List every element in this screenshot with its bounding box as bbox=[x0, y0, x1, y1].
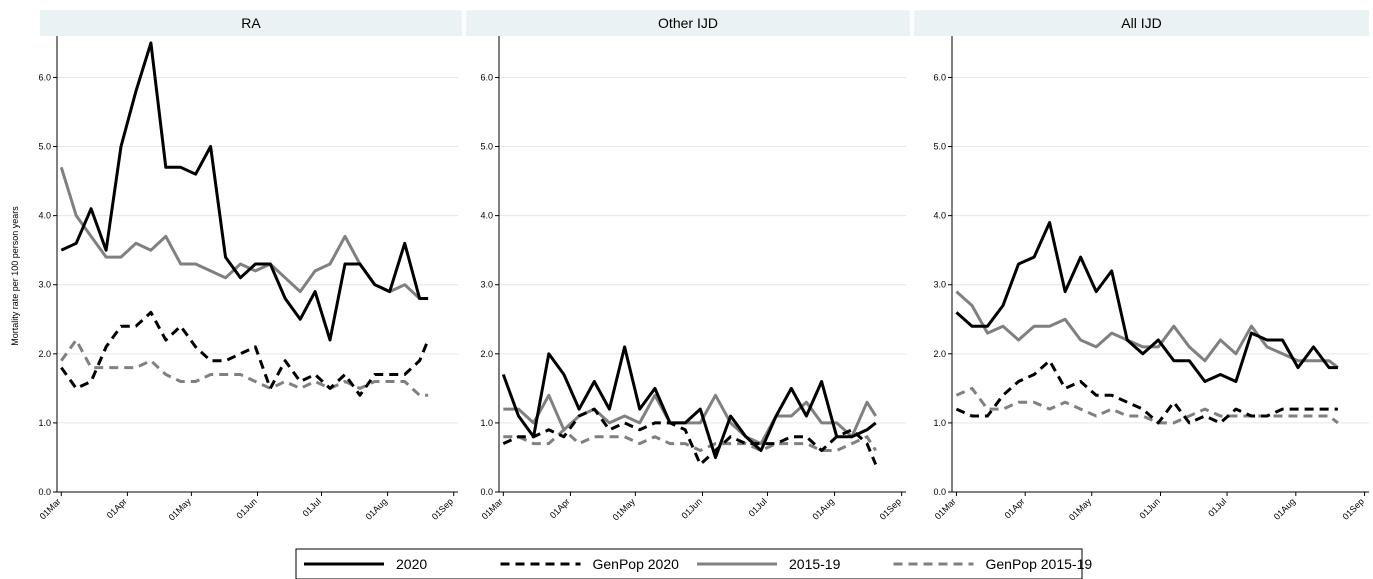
panel-title: All IJD bbox=[1121, 15, 1161, 31]
y-tick-label: 1.0 bbox=[38, 418, 51, 428]
panel-title: Other IJD bbox=[658, 15, 718, 31]
y-tick-label: 1.0 bbox=[933, 418, 946, 428]
legend: 2020 GenPop 2020 2015-19 GenPop 2015-19 bbox=[295, 548, 1093, 579]
legend-box bbox=[295, 548, 1083, 579]
series-line-genpop-2020 bbox=[60, 310, 430, 397]
panel-title: RA bbox=[241, 15, 261, 31]
y-tick-label: 2.0 bbox=[480, 349, 493, 359]
y-tick-label: 6.0 bbox=[38, 72, 51, 82]
series-line-2020 bbox=[955, 221, 1338, 383]
legend-label-2015-19: 2015-19 bbox=[789, 556, 841, 572]
legend-label-genpop-2020: GenPop 2020 bbox=[593, 556, 680, 572]
y-tick-label: 4.0 bbox=[933, 211, 946, 221]
y-tick-label: 3.0 bbox=[38, 280, 51, 290]
y-tick-label: 0.0 bbox=[480, 487, 493, 497]
series-line-genpop-2015-19 bbox=[60, 338, 429, 397]
y-tick-label: 3.0 bbox=[480, 280, 493, 290]
series-line-2020 bbox=[501, 345, 877, 459]
y-axis-title: Mortality rate per 100 person years bbox=[10, 206, 20, 346]
panel-title-strip bbox=[40, 10, 462, 36]
panel-title-strip bbox=[466, 10, 910, 36]
y-tick-label: 5.0 bbox=[38, 142, 51, 152]
y-tick-label: 1.0 bbox=[480, 418, 493, 428]
y-tick-label: 3.0 bbox=[933, 280, 946, 290]
y-tick-label: 2.0 bbox=[38, 349, 51, 359]
y-tick-label: 0.0 bbox=[38, 487, 51, 497]
y-tick-label: 2.0 bbox=[933, 349, 946, 359]
y-tick-label: 6.0 bbox=[480, 72, 493, 82]
y-tick-label: 0.0 bbox=[933, 487, 946, 497]
y-tick-label: 4.0 bbox=[38, 211, 51, 221]
series-line-genpop-2020 bbox=[955, 359, 1338, 425]
y-tick-label: 4.0 bbox=[480, 211, 493, 221]
series-line-genpop-2015-19 bbox=[955, 386, 1339, 425]
legend-label-2020: 2020 bbox=[396, 556, 427, 572]
y-tick-label: 5.0 bbox=[480, 142, 493, 152]
series-line-genpop-2020 bbox=[502, 407, 878, 466]
series-line-2015-19 bbox=[503, 393, 877, 446]
legend-label-genpop-2015-19: GenPop 2015-19 bbox=[986, 556, 1093, 572]
y-tick-label: 6.0 bbox=[933, 72, 946, 82]
series-line-2020 bbox=[60, 41, 429, 342]
panel-title-strip bbox=[914, 10, 1369, 36]
plot-area bbox=[40, 36, 462, 496]
plot-area bbox=[914, 36, 1369, 496]
y-tick-label: 5.0 bbox=[933, 142, 946, 152]
